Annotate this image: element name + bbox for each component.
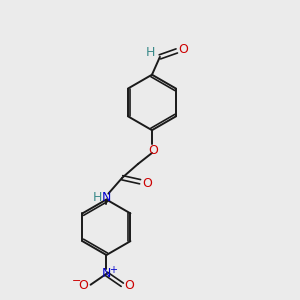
Text: O: O (148, 143, 158, 157)
Text: H: H (145, 46, 155, 59)
Text: O: O (179, 44, 189, 56)
Text: H: H (93, 191, 102, 204)
Text: O: O (124, 279, 134, 292)
Text: −: − (72, 276, 81, 286)
Text: N: N (102, 267, 111, 280)
Text: O: O (79, 279, 88, 292)
Text: +: + (109, 265, 117, 275)
Text: O: O (142, 177, 152, 190)
Text: N: N (102, 191, 111, 204)
